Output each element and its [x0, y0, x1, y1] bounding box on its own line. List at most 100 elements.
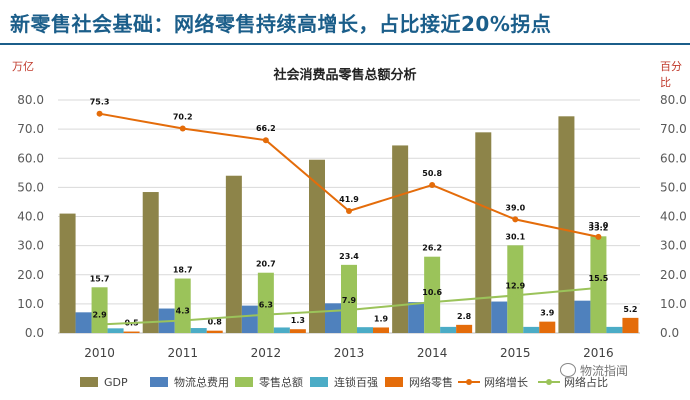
y-right-tick-label: 0.0: [660, 326, 679, 340]
data-label-retail_total: 26.2: [422, 244, 442, 253]
right-axis-unit: 百分比: [660, 60, 682, 89]
legend-label-chain_top100: 连锁百强: [334, 375, 378, 389]
legend-label-online_growth: 网络增长: [484, 375, 528, 389]
point-online_share: [595, 284, 602, 291]
data-label-online_retail: 5.2: [623, 305, 637, 314]
bar-retail_total: [341, 264, 357, 333]
bar-online_retail: [206, 330, 223, 333]
y-right-tick-label: 70.0: [660, 122, 687, 136]
bar-chain_top100: [190, 328, 207, 333]
x-tick-label: 2014: [417, 346, 448, 360]
bar-gdp: [225, 175, 242, 333]
data-label-online_retail: 0.8: [208, 318, 223, 327]
y-left-tick-label: 30.0: [17, 239, 44, 253]
y-left-tick-label: 70.0: [17, 122, 44, 136]
y-right-tick-label: 60.0: [660, 151, 687, 165]
legend-label-logistics: 物流总费用: [174, 375, 229, 389]
point-online_growth: [346, 207, 352, 214]
point-online_share: [262, 311, 269, 318]
data-label-online_growth: 66.2: [256, 124, 276, 133]
line-online_growth: [99, 112, 599, 238]
data-label-online_growth: 75.3: [90, 98, 110, 107]
bar-gdp: [59, 213, 76, 333]
watermark: 物流指闻: [560, 362, 628, 379]
point-online_share: [346, 306, 352, 313]
point-online_share: [179, 317, 186, 324]
data-label-online_retail: 3.9: [540, 309, 555, 318]
bar-logistics: [241, 305, 258, 333]
bar-online_retail: [123, 331, 140, 333]
point-online_share: [512, 292, 519, 299]
data-label-online_growth: 33.0: [589, 221, 609, 230]
bar-gdp: [309, 159, 325, 333]
bar-retail_total: [507, 245, 524, 333]
bar-online_retail: [539, 321, 556, 333]
point-online_growth: [512, 216, 519, 223]
y-right-tick-label: 50.0: [660, 180, 687, 194]
chart-title: 社会消费品零售总额分析: [273, 68, 417, 83]
bar-online_retail: [456, 324, 473, 333]
bar-chain_top100: [606, 326, 623, 333]
legend-marker-online_share: [546, 379, 552, 385]
bar-logistics: [574, 300, 591, 333]
data-label-online_retail: 1.3: [291, 316, 305, 325]
legend-swatch-chain_top100: [310, 377, 328, 387]
data-label-online_growth: 41.9: [339, 195, 359, 204]
data-label-online_growth: 39.0: [505, 203, 525, 212]
data-label-online_retail: 1.9: [374, 314, 389, 323]
point-online_growth: [179, 125, 186, 132]
bar-retail_total: [424, 256, 441, 333]
point-online_share: [429, 299, 436, 306]
point-online_share: [96, 321, 103, 328]
data-label-online_share: 2.9: [92, 311, 107, 320]
bar-retail_total: [257, 272, 274, 333]
x-tick-label: 2011: [167, 346, 198, 360]
y-right-tick-label: 30.0: [660, 239, 687, 253]
bar-logistics: [491, 301, 508, 333]
legend-swatch-logistics: [150, 377, 168, 387]
legend-label-online_share: 网络占比: [564, 375, 608, 389]
data-label-retail_total: 30.1: [505, 232, 525, 241]
y-left-tick-label: 50.0: [17, 180, 44, 194]
data-label-online_growth: 70.2: [173, 113, 193, 122]
watermark-text: 物流指闻: [580, 364, 629, 378]
legend-label-online_retail: 网络零售: [409, 375, 453, 389]
y-right-tick-label: 40.0: [660, 210, 687, 224]
point-online_growth: [262, 137, 269, 144]
data-label-online_retail: 2.8: [457, 312, 472, 321]
bar-retail_total: [91, 287, 108, 333]
y-right-tick-label: 10.0: [660, 297, 687, 311]
x-tick-label: 2013: [334, 346, 365, 360]
headline-divider: [0, 43, 690, 45]
bar-chain_top100: [273, 327, 290, 333]
bar-online_retail: [373, 327, 389, 333]
legend-label-retail_total: 零售总额: [259, 375, 303, 389]
legend-label-gdp: GDP: [104, 376, 128, 389]
bar-gdp: [475, 132, 492, 333]
bar-gdp: [142, 192, 159, 333]
data-label-online_share: 7.9: [342, 296, 357, 305]
legend-swatch-gdp: [80, 377, 98, 387]
data-label-retail_total: 18.7: [173, 266, 193, 275]
legend-swatch-online_retail: [385, 377, 403, 387]
y-left-tick-label: 0.0: [25, 326, 44, 340]
x-tick-label: 2016: [583, 346, 614, 360]
y-left-tick-label: 60.0: [17, 151, 44, 165]
bar-retail_total: [590, 236, 607, 333]
legend-swatch-retail_total: [235, 377, 253, 387]
data-label-retail_total: 33.2: [589, 223, 609, 232]
bar-logistics: [408, 302, 425, 333]
point-online_growth: [595, 233, 602, 240]
y-left-tick-label: 10.0: [17, 297, 44, 311]
point-online_growth: [429, 182, 436, 189]
data-label-retail_total: 20.7: [256, 260, 276, 269]
y-left-tick-label: 40.0: [17, 210, 44, 224]
bar-chain_top100: [523, 326, 540, 333]
y-left-tick-label: 20.0: [17, 268, 44, 282]
y-left-tick-label: 80.0: [17, 93, 44, 107]
bar-online_retail: [289, 329, 306, 333]
x-tick-label: 2010: [84, 346, 115, 360]
bar-logistics: [325, 303, 341, 333]
left-axis-unit: 万亿: [12, 60, 34, 73]
bar-chain_top100: [357, 327, 373, 333]
